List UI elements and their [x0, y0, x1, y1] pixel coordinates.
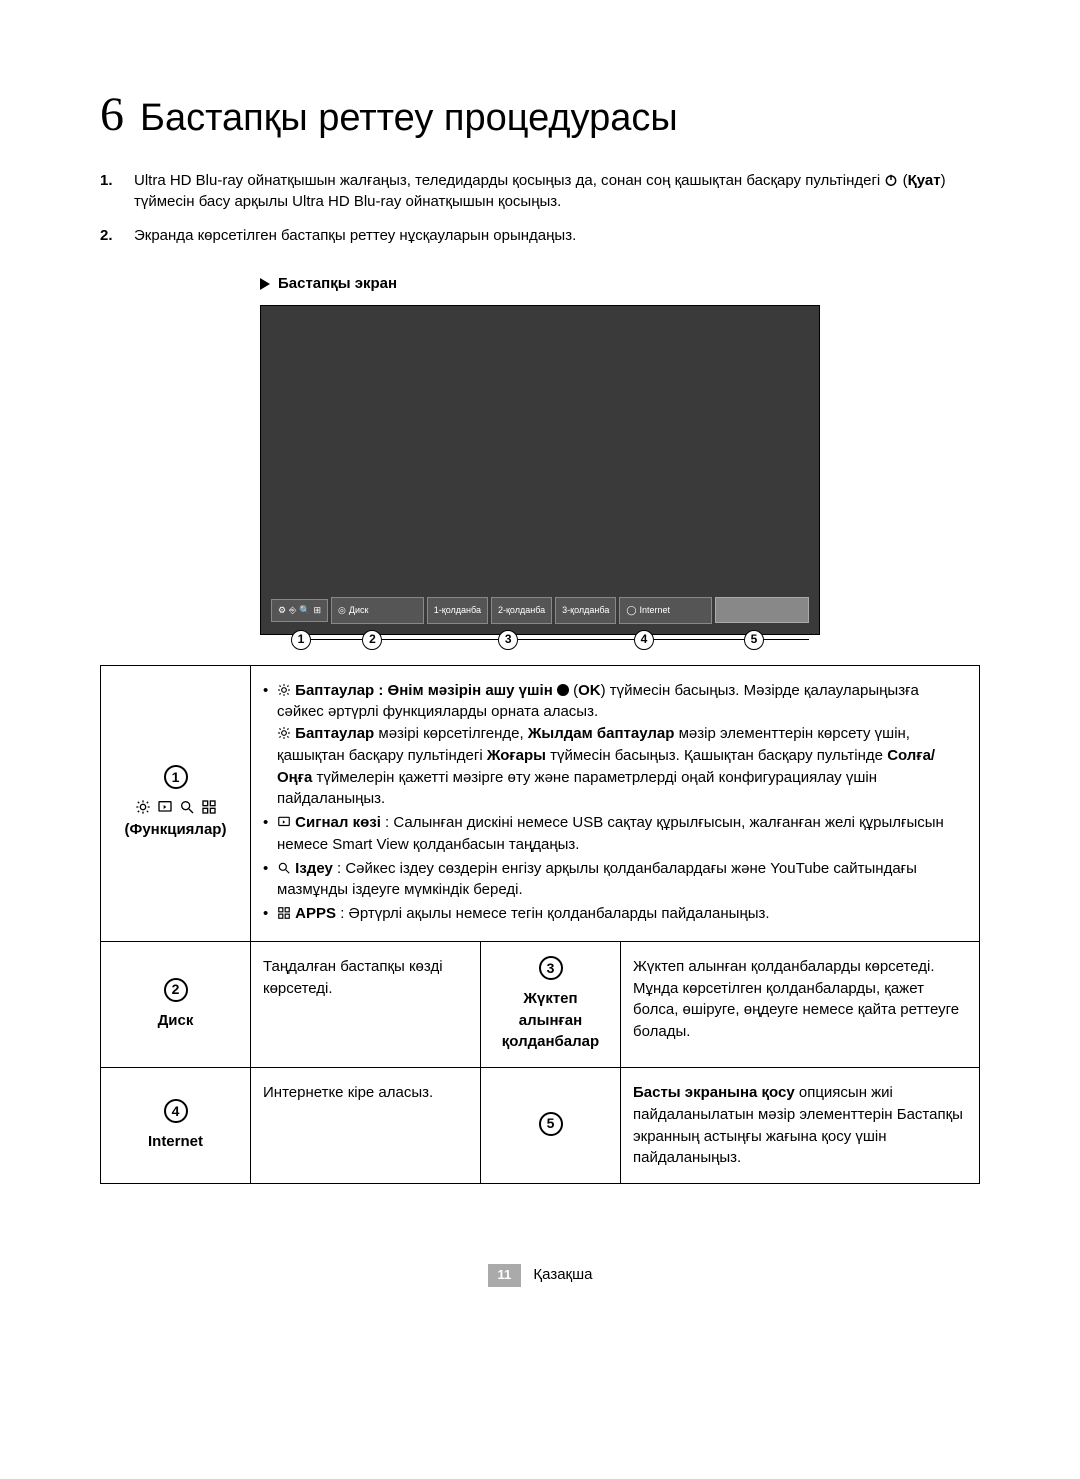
badge-2: 2 — [164, 978, 188, 1002]
badge-5: 5 — [539, 1112, 563, 1136]
row2-text: Таңдалған бастапқы көзді көрсетеді. — [251, 941, 481, 1067]
footer: 11 Қазақша — [100, 1264, 980, 1287]
mock-internet-tile: ◯Internet — [619, 597, 712, 624]
section-number: 6 — [100, 80, 124, 150]
mock-blank-tile — [715, 597, 809, 623]
subheading: Бастапқы экран — [278, 273, 397, 295]
row3-label: Жүктеп алынған қолданбалар — [493, 988, 608, 1053]
page-title: Бастапқы реттеу процедурасы — [140, 91, 678, 146]
mock-app3-tile: 3-қолданба — [555, 597, 616, 624]
apps-icon — [201, 799, 217, 815]
row1-label: (Функциялар) — [113, 819, 238, 841]
mock-badge-row: 1 2 3 4 5 — [271, 630, 809, 650]
settings-icon — [135, 799, 151, 815]
row5-text: Басты экранына қосу опциясын жиі пайдала… — [621, 1068, 980, 1184]
triangle-right-icon — [260, 278, 270, 290]
row3-text: Жүктеп алынған қолданбаларды көрсетеді. … — [621, 941, 980, 1067]
footer-lang: Қазақша — [533, 1266, 592, 1283]
page-number: 11 — [488, 1264, 522, 1287]
apps-icon — [277, 906, 291, 920]
settings-icon — [277, 683, 291, 697]
badge-3: 3 — [539, 956, 563, 980]
mock-disc-tile: ◎Диск — [331, 597, 424, 624]
mock-app1-tile: 1-қолданба — [427, 597, 488, 624]
step-2-text: Экранда көрсетілген бастапқы реттеу нұсқ… — [134, 225, 980, 247]
mock-function-icons: ⚙⎆🔍⊞ — [271, 599, 328, 622]
search-icon — [179, 799, 195, 815]
step-1-text: Ultra HD Blu-ray ойнатқышын жалғаңыз, те… — [134, 170, 980, 214]
row4-text: Интернетке кіре аласыз. — [251, 1068, 481, 1184]
power-icon — [884, 173, 898, 187]
step-2-num: 2. — [100, 225, 120, 247]
source-icon — [277, 815, 291, 829]
settings-icon — [277, 726, 291, 740]
mock-app2-tile: 2-қолданба — [491, 597, 552, 624]
step-1-num: 1. — [100, 170, 120, 214]
row2-label: Диск — [113, 1010, 238, 1032]
home-screen-mock: ⚙⎆🔍⊞ ◎Диск 1-қолданба 2-қолданба 3-қолда… — [260, 305, 820, 635]
functions-list: Баптаулар : Өнім мәзірін ашу үшін (OK) т… — [263, 680, 967, 925]
row4-label: Internet — [113, 1131, 238, 1153]
badge-1: 1 — [164, 765, 188, 789]
badge-4: 4 — [164, 1099, 188, 1123]
search-icon — [277, 861, 291, 875]
source-icon — [157, 799, 173, 815]
ok-button-icon — [557, 684, 569, 696]
